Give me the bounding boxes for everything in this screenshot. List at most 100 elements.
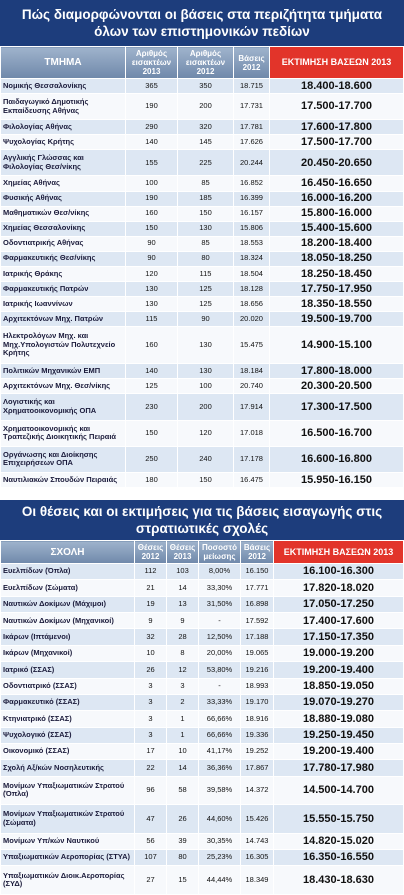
table-row: Ικάρων (Μηχανικοί) 10 8 20,00% 19.065 19.000-…	[0, 644, 404, 663]
table-row: Υπαξιωματικών Διοικ.Αεροπορίας (ΣΥΔ) 27 15…	[0, 865, 404, 895]
table-cell: 200	[177, 393, 234, 421]
table-cell: 18.916	[240, 710, 274, 728]
table-cell: 8	[166, 644, 199, 663]
table-row: Οδοντιατρικό (ΣΣΑΣ) 3 3-18.993 18.850-19.05…	[0, 677, 404, 695]
table-cell: 20.244	[233, 149, 270, 177]
table-cell: 20.020	[233, 310, 270, 327]
table-cell: 17.781	[233, 119, 270, 136]
row-name: Φυσικής Αθήνας	[0, 190, 126, 207]
estimate-cell: 15.550-15.750	[273, 804, 404, 834]
table-cell: 103	[166, 562, 199, 581]
table-row: Αγγλικής Γλώσσας και Φιλολογίας Θεσ/νίκη…	[0, 149, 404, 177]
estimate-cell: 19.070-19.270	[273, 693, 404, 712]
table-row: Μονίμων Υπαξιωματικών Στρατού (Σώματα) 47…	[0, 804, 404, 834]
table-cell: 16.852	[233, 175, 270, 192]
table-row: Ευελπίδων (Σώματα) 21 14 33,30% 17.771 17.820…	[0, 579, 404, 597]
table-cell: 39	[166, 832, 199, 850]
table-row: Ιατρικής Ιωαννίνων 130 125 18.656 18.350-18.…	[0, 295, 404, 312]
row-name: Ναυτικών Δοκίμων (Μάχιμοι)	[0, 595, 135, 614]
row-name: Σχολή Αξ/κών Νοσηλευτικής	[0, 759, 135, 777]
table-cell: 150	[125, 419, 178, 447]
table-cell: 22	[134, 759, 167, 777]
row-name: Αρχιτεκτόνων Μηχ. Πατρών	[0, 310, 126, 327]
estimate-cell: 18.430-18.630	[273, 865, 404, 895]
table-cell: 130	[177, 363, 234, 380]
row-name: Μονίμων Υπαξιωματικών Στρατού (Σώματα)	[0, 804, 135, 834]
row-name: Χρηματοοικονομικής και Τραπεζικής Διοικη…	[0, 419, 126, 447]
table-cell: 240	[177, 445, 234, 473]
table-row: Ψυχολογικό (ΣΣΑΣ) 3 1 66,66% 19.336 19.250-19…	[0, 726, 404, 744]
table-row: Φαρμακευτικό (ΣΣΑΣ) 3 2 33,33% 19.170 19.070-…	[0, 693, 404, 712]
table-cell: 17.626	[233, 134, 270, 151]
row-name: Φαρμακευτικής Θεσ/νίκης	[0, 250, 126, 267]
table-cell: 17	[134, 742, 167, 761]
table-cell: 3	[134, 693, 167, 712]
table-cell: 19	[134, 595, 167, 614]
estimate-cell: 17.400-17.600	[273, 612, 404, 630]
table-cell: 31,50%	[198, 595, 241, 614]
table-cell: 18.715	[233, 77, 270, 95]
row-name: Οργάνωσης και Διοίκησης Επιχειρήσεων ΟΠΑ	[0, 445, 126, 473]
row-name: Ιατρικό (ΣΣΑΣ)	[0, 661, 135, 679]
table-cell: 25,23%	[198, 848, 241, 867]
table-cell: 10	[134, 644, 167, 663]
table-row: Χημείας Θεσσαλονίκης 150 130 15.806 15.400-1…	[0, 220, 404, 237]
table-cell: 85	[177, 175, 234, 192]
table-row: Νομικής Θεσσαλονίκης 365 350 18.715 18.400-1…	[0, 77, 404, 95]
row-name: Ευελπίδων (Όπλα)	[0, 562, 135, 581]
table-row: Σχολή Αξ/κών Νοσηλευτικής 22 14 36,36% 17.86…	[0, 759, 404, 777]
table-row: Χημείας Αθήνας 100 85 16.852 16.450-16.650	[0, 175, 404, 192]
column-header: ΣΧΟΛΗ	[0, 540, 135, 564]
table-cell: 3	[134, 726, 167, 744]
table-row: Ψυχολογίας Κρήτης 140 145 17.626 17.500-17.7…	[0, 134, 404, 151]
table-cell: 125	[125, 378, 178, 395]
table-cell: 90	[125, 235, 178, 252]
table-cell: 365	[125, 77, 178, 95]
table-cell: 80	[166, 848, 199, 867]
table-cell: 1	[166, 726, 199, 744]
estimate-cell: 18.050-18.250	[269, 250, 404, 267]
row-name: Αγγλικής Γλώσσας και Φιλολογίας Θεσ/νίκη…	[0, 149, 126, 177]
table-title: Πώς διαμορφώνονται οι βάσεις στα περιζήτ…	[0, 0, 404, 46]
estimate-cell: 15.800-16.000	[269, 205, 404, 222]
table-cell: 160	[125, 325, 178, 365]
table-cell: 3	[134, 677, 167, 695]
table-cell: 90	[125, 250, 178, 267]
estimate-cell: 17.800-18.000	[269, 363, 404, 380]
table-cell: 15.426	[240, 804, 274, 834]
table-cell: 115	[125, 310, 178, 327]
table-cell: 8,00%	[198, 562, 241, 581]
row-name: Κτηνιατρικό (ΣΣΑΣ)	[0, 710, 135, 728]
row-name: Οδοντιατρικό (ΣΣΑΣ)	[0, 677, 135, 695]
table-row: Ναυτικών Δοκίμων (Μάχιμοι) 19 13 31,50% 16.8…	[0, 595, 404, 614]
table-cell: 100	[177, 378, 234, 395]
table-cell: 90	[177, 310, 234, 327]
table-row: Ναυτιλιακών Σπουδών Πειραιάς 180 150 16.475…	[0, 471, 404, 489]
table-row: Υπαξιωματικών Αεροπορίας (ΣΤΥΑ) 107 80 25,2…	[0, 848, 404, 867]
table-cell: -	[198, 612, 241, 630]
table-cell: 30,35%	[198, 832, 241, 850]
table-cell: 14.372	[240, 775, 274, 806]
table-cell: 150	[125, 220, 178, 237]
row-name: Ιατρικής Ιωαννίνων	[0, 295, 126, 312]
row-name: Ναυτικών Δοκίμων (Μηχανικοί)	[0, 612, 135, 630]
row-name: Χημείας Θεσσαλονίκης	[0, 220, 126, 237]
table-cell: 290	[125, 119, 178, 136]
table-cell: 20.740	[233, 378, 270, 395]
estimate-cell: 15.950-16.150	[269, 471, 404, 489]
column-header: Θέσεις 2012	[134, 540, 167, 564]
table-row: Φιλολογίας Αθήνας 290 320 17.781 17.600-17.8…	[0, 119, 404, 136]
estimate-cell: 17.500-17.700	[269, 93, 404, 121]
header-row: ΤΜΗΜΑ Αριθμός εισακτέων 2013 Αριθμός εισακ…	[0, 46, 404, 79]
estimate-cell: 16.450-16.650	[269, 175, 404, 192]
table-cell: 160	[125, 205, 178, 222]
row-name: Πολιτικών Μηχανικών ΕΜΠ	[0, 363, 126, 380]
table-cell: 44,44%	[198, 865, 241, 895]
table-cell: 17.771	[240, 579, 274, 597]
table-cell: 20,00%	[198, 644, 241, 663]
table-cell: 120	[125, 265, 178, 282]
table-cell: 13	[166, 595, 199, 614]
table-cell: 15.475	[233, 325, 270, 365]
row-name: Οδοντιατρικής Αθήνας	[0, 235, 126, 252]
table-cell: 41,17%	[198, 742, 241, 761]
